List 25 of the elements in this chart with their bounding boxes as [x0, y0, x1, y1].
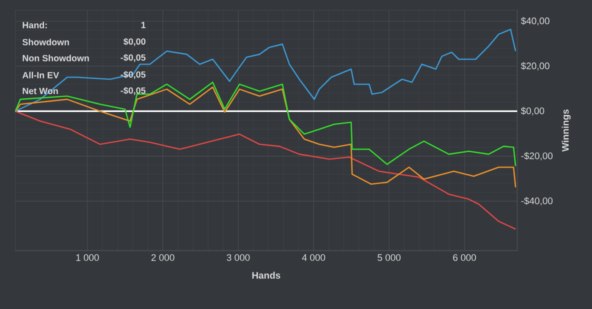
- line-series: [15, 86, 516, 188]
- annotation: 1: [141, 22, 146, 28]
- line-series: [15, 82, 516, 167]
- y-tick-label: -$20,00: [521, 152, 553, 160]
- x-axis-title: Hands: [252, 272, 280, 279]
- y-tick-label: $20,00: [520, 62, 550, 70]
- annotation: Showdown: [22, 38, 69, 46]
- annotation: $0,00: [123, 38, 146, 46]
- x-tick-label: 2 000: [151, 254, 174, 261]
- annotation: -$0,05: [120, 86, 146, 96]
- annotation: -$0,05: [120, 54, 146, 62]
- line-series: [15, 28, 516, 112]
- x-tick-label: 1 000: [76, 254, 99, 261]
- y-tick-label: $0,00: [520, 107, 544, 116]
- x-tick-label: 5 000: [378, 254, 401, 261]
- annotation: Hand:: [22, 22, 47, 28]
- y-tick-label: -$40,00: [521, 197, 553, 206]
- annotation: Non Showdown: [22, 54, 89, 62]
- x-tick-label: 4 000: [302, 254, 326, 261]
- y-tick-label: $40,00: [520, 17, 550, 26]
- x-tick-label: 3 000: [226, 254, 250, 261]
- y-axis-title: Winnings: [562, 109, 571, 152]
- annotation: All-In EV: [22, 72, 60, 78]
- line-series: [15, 110, 516, 230]
- x-tick-label: 6 000: [453, 254, 476, 261]
